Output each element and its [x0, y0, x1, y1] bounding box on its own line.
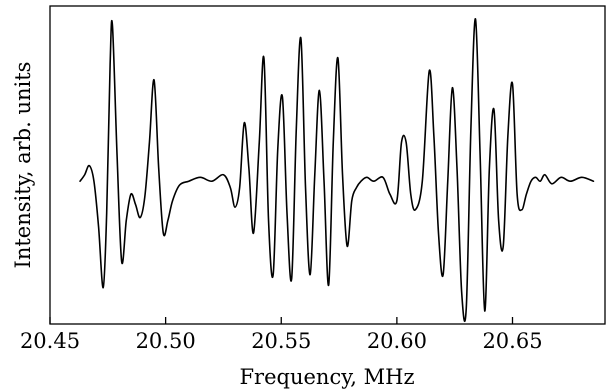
x-axis-title: Frequency, MHz	[239, 365, 414, 389]
x-tick-label-3: 20.60	[367, 329, 427, 353]
x-ticks	[50, 317, 513, 324]
x-tick-labels: 20.45 20.50 20.55 20.60 20.65	[20, 329, 543, 353]
x-tick-label-2: 20.55	[251, 329, 311, 353]
x-tick-label-1: 20.50	[136, 329, 196, 353]
x-tick-label-0: 20.45	[20, 329, 80, 353]
y-axis-title: Intensity, arb. units	[11, 62, 35, 269]
x-tick-label-4: 20.65	[482, 329, 542, 353]
spectrum-line	[80, 19, 593, 321]
